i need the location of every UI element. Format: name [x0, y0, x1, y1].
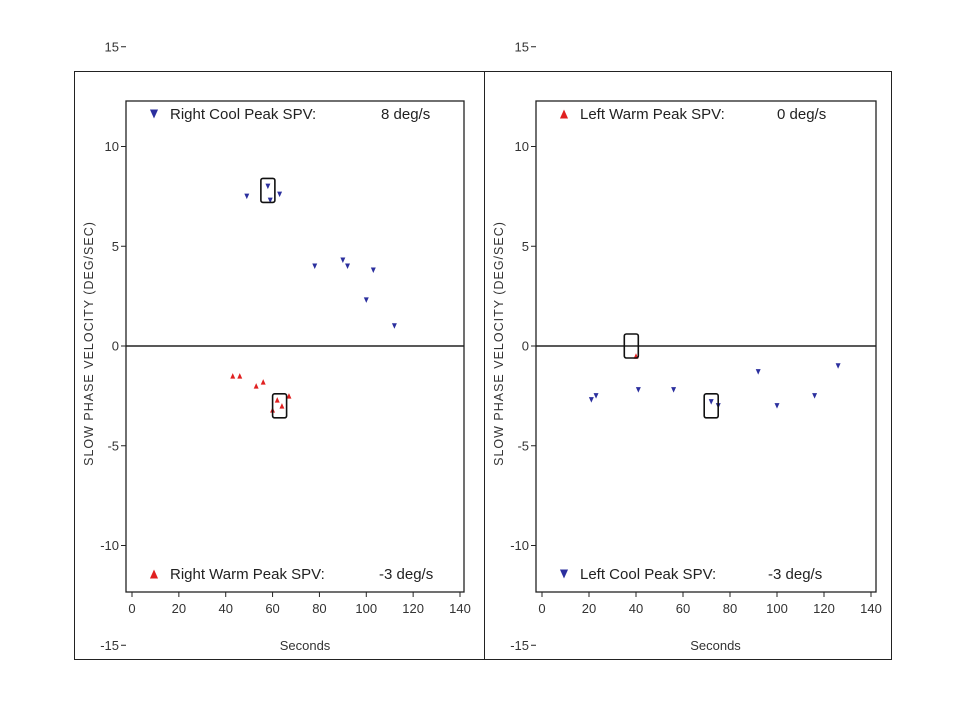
x-tick-label: 0 — [538, 601, 545, 616]
y-tick-label: 15 — [515, 39, 529, 54]
legend-peak-value: -3 deg/s — [768, 566, 822, 583]
data-point — [370, 267, 376, 273]
x-tick-label: 0 — [128, 601, 135, 616]
legend-label: Right Warm Peak SPV: — [170, 566, 325, 583]
data-point — [755, 369, 761, 375]
legend-marker — [149, 569, 159, 579]
y-tick-label: 10 — [105, 139, 119, 154]
data-point — [312, 263, 318, 269]
data-point — [237, 373, 243, 379]
y-tick-label: -15 — [510, 638, 529, 653]
y-tick-label: -15 — [100, 638, 119, 653]
legend-label: Left Cool Peak SPV: — [580, 566, 716, 583]
y-tick-label: -5 — [517, 438, 529, 453]
y-axis-title: SLOW PHASE VELOCITY (DEG/SEC) — [82, 221, 96, 466]
legend-marker — [149, 109, 159, 119]
data-point — [593, 393, 599, 399]
legend-peak-value: -3 deg/s — [379, 566, 433, 583]
y-tick-label: 10 — [515, 139, 529, 154]
data-point — [244, 193, 250, 200]
data-point — [265, 183, 271, 190]
data-point — [635, 387, 641, 393]
data-point — [708, 399, 714, 405]
data-point — [274, 397, 280, 403]
data-point — [774, 403, 780, 409]
data-point — [267, 197, 273, 204]
y-tick-label: 0 — [522, 339, 529, 354]
y-tick-label: -10 — [100, 538, 119, 553]
x-tick-label: 40 — [629, 601, 643, 616]
data-point — [286, 393, 292, 399]
y-tick-label: -10 — [510, 538, 529, 553]
peak-marker-box — [271, 393, 288, 419]
y-tick-label: 5 — [522, 239, 529, 254]
figure-frame — [74, 71, 892, 660]
peak-marker-box — [623, 333, 640, 359]
data-point — [260, 379, 266, 385]
data-point — [340, 257, 346, 263]
legend-entry: Left Warm Peak SPV: 0 deg/s — [559, 106, 826, 123]
y-axis-title: SLOW PHASE VELOCITY (DEG/SEC) — [492, 221, 506, 466]
data-point — [230, 373, 236, 379]
peak-marker-box — [703, 393, 720, 419]
peak-marker-box — [260, 177, 276, 204]
legend-label: Left Warm Peak SPV: — [580, 106, 725, 123]
chart-panel-right-ear: 20151050-5-10-15-20020406080100120140Sec… — [82, 39, 471, 653]
y-tick-label: 0 — [112, 339, 119, 354]
x-tick-label: 40 — [218, 601, 232, 616]
x-tick-label: 80 — [723, 601, 737, 616]
x-tick-label: 80 — [312, 601, 326, 616]
data-point — [588, 397, 594, 403]
data-point — [279, 403, 285, 409]
legend-marker — [559, 109, 569, 119]
legend-label: Right Cool Peak SPV: — [170, 106, 316, 123]
x-tick-label: 140 — [860, 601, 882, 616]
data-point — [835, 363, 841, 369]
x-axis-title: Seconds — [690, 638, 741, 653]
data-point — [363, 297, 369, 303]
x-tick-label: 140 — [449, 601, 471, 616]
legend-peak-value: 0 deg/s — [777, 106, 826, 123]
data-point — [253, 383, 259, 389]
x-tick-label: 120 — [402, 601, 424, 616]
data-point — [671, 387, 677, 393]
x-tick-label: 20 — [582, 601, 596, 616]
panel-divider — [484, 71, 485, 660]
legend-marker — [559, 569, 569, 579]
y-tick-label: 5 — [112, 239, 119, 254]
x-tick-label: 100 — [766, 601, 788, 616]
x-tick-label: 60 — [265, 601, 279, 616]
x-tick-label: 60 — [676, 601, 690, 616]
legend-peak-value: 8 deg/s — [381, 106, 430, 123]
legend-entry: Right Cool Peak SPV: 8 deg/s — [149, 106, 430, 123]
x-axis-title: Seconds — [280, 638, 331, 653]
x-tick-label: 120 — [813, 601, 835, 616]
data-point — [391, 323, 397, 329]
x-tick-label: 20 — [172, 601, 186, 616]
data-point — [812, 393, 818, 399]
x-tick-label: 100 — [355, 601, 377, 616]
y-tick-label: 15 — [105, 39, 119, 54]
legend-entry: Right Warm Peak SPV: -3 deg/s — [149, 566, 433, 583]
legend-entry: Left Cool Peak SPV: -3 deg/s — [559, 566, 822, 583]
data-point — [345, 263, 351, 269]
data-point — [277, 191, 283, 198]
y-tick-label: -5 — [107, 438, 119, 453]
chart-panel-left-ear: 20151050-5-10-15-20020406080100120140Sec… — [492, 39, 882, 653]
